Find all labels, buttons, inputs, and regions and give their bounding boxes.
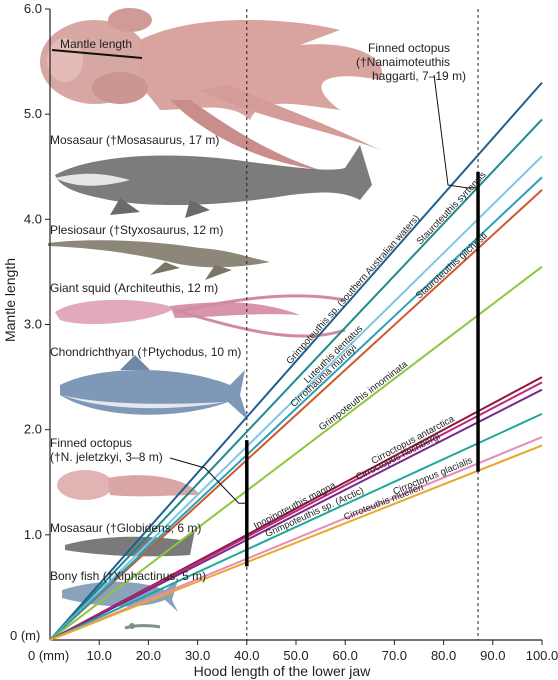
finned-octopus-top-line1: Finned octopus [368, 41, 450, 55]
mantle-length-label: Mantle length [60, 37, 132, 51]
y-tick-label: 3.0 [24, 317, 42, 332]
range-bars [169, 74, 480, 567]
finned-octopus-small-illustration [57, 470, 200, 500]
plesiosaur-label: Plesiosaur (†Styxosaurus, 12 m) [50, 223, 223, 237]
series-line [49, 176, 543, 641]
globidens-label: Mosasaur (†Globidens, 6 m) [50, 521, 201, 535]
range-connector [433, 74, 479, 189]
series-line [49, 381, 543, 641]
globidens-illustration [65, 530, 195, 557]
series-label: Grimpoteuthis sp. (southern Australian w… [284, 213, 422, 367]
series-lines [49, 81, 543, 641]
mosasaurus-illustration [55, 145, 372, 218]
x-tick-label: 80.0 [431, 648, 456, 663]
series-line [49, 189, 543, 641]
series-line [49, 81, 543, 641]
finned-octopus-top-line3: haggarti, 7–19 m) [372, 69, 466, 83]
series-line [49, 265, 543, 641]
x-tick-label: 30.0 [185, 648, 210, 663]
series-line [49, 155, 543, 641]
axes: 10.0 20.0 30.0 40.0 50.0 60.0 70.0 80.0 90.0 100.… [24, 1, 558, 663]
y-tick-label: 5.0 [24, 106, 42, 121]
mantle-length-bracket [51, 49, 143, 59]
x-axis-label: Hood length of the lower jaw [194, 663, 372, 679]
xiphactinus-label: Bony fish (†Xiphactinus, 5 m) [50, 569, 206, 583]
x-tick-label: 90.0 [480, 648, 505, 663]
mosasaurus-label: Mosasaur (†Mosasaurus, 17 m) [50, 133, 219, 147]
giant-squid-illustration [55, 294, 346, 338]
series-line [49, 412, 543, 641]
x-tick-label: 70.0 [382, 648, 407, 663]
chondrichthyan-label: Chondrichthyan (†Ptychodus, 10 m) [50, 345, 241, 359]
x-tick-label: 60.0 [333, 648, 358, 663]
x-tick-label: 50.0 [283, 648, 308, 663]
x-origin-label: 0 (mm) [28, 648, 69, 663]
finned-octopus-top-line2: (†Nanaimoteuthis [356, 55, 450, 69]
y-tick-label: 6.0 [24, 1, 42, 16]
series-line [49, 118, 543, 641]
y-tick-label: 2.0 [24, 422, 42, 437]
x-tick-label: 10.0 [87, 648, 112, 663]
y-tick-label: 1.0 [24, 527, 42, 542]
labels: Mantle length Hood length of the lower j… [2, 37, 490, 679]
y-axis-label: Mantle length [2, 258, 18, 342]
y-origin-label: 0 (m) [10, 628, 40, 643]
range-connector [169, 457, 247, 504]
series-line [49, 436, 543, 641]
series-line [49, 444, 543, 641]
finned-octopus-large-illustration [40, 8, 382, 170]
x-tick-label: 20.0 [136, 648, 161, 663]
y-tick-label: 4.0 [24, 211, 42, 226]
series-line [49, 388, 543, 641]
ptychodus-shark-illustration [60, 355, 248, 420]
plesiosaur-illustration [48, 240, 270, 280]
diver-illustration [124, 623, 161, 630]
finned-octopus-small-line2: (†N. jeletzkyi, 3–8 m) [50, 450, 163, 464]
finned-octopus-small-line1: Finned octopus [50, 436, 132, 450]
x-tick-label: 40.0 [234, 648, 259, 663]
x-tick-label: 100.0 [526, 648, 558, 663]
giant-squid-label: Giant squid (Architeuthis, 12 m) [50, 281, 218, 295]
